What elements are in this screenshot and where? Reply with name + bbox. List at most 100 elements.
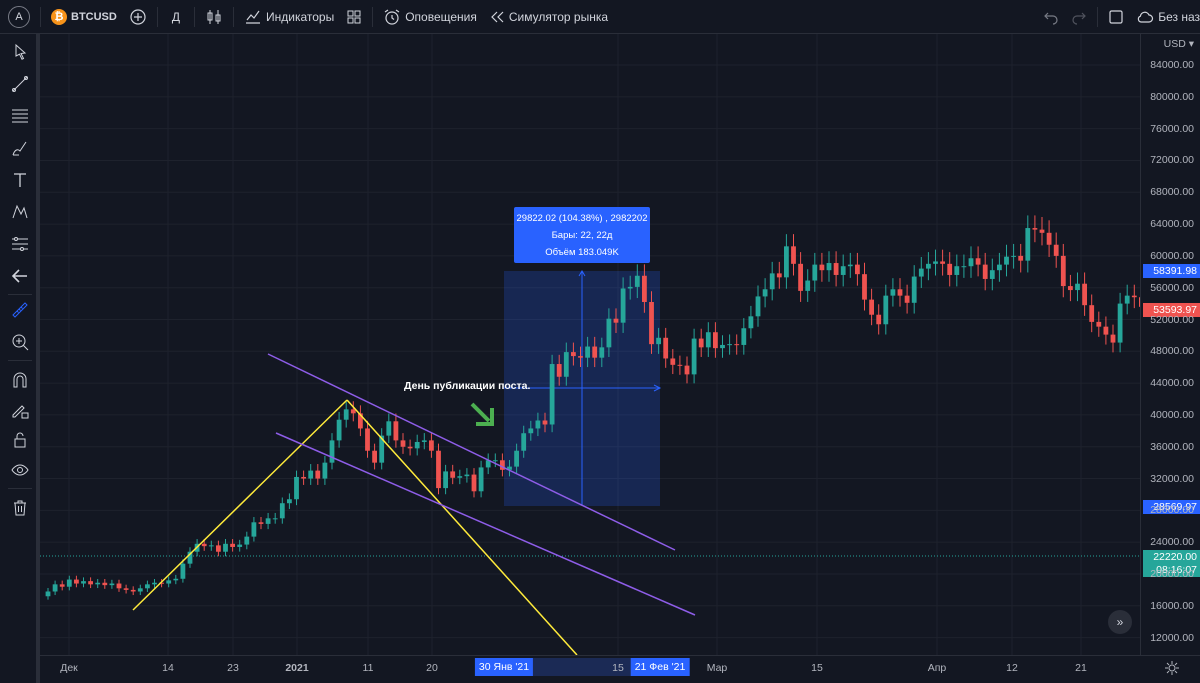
time-tick-label: 14 bbox=[162, 662, 174, 674]
green-arrow-icon bbox=[470, 402, 494, 426]
candle-body bbox=[812, 264, 818, 281]
ruler-tool[interactable] bbox=[6, 296, 34, 324]
last-price-tag: 53593.97 bbox=[1143, 303, 1200, 317]
fullscreen-button[interactable] bbox=[1102, 0, 1130, 34]
brush-tool[interactable] bbox=[6, 134, 34, 162]
candle-body bbox=[819, 264, 825, 271]
trash-icon bbox=[14, 500, 26, 516]
candle-body bbox=[1103, 326, 1109, 335]
candle-body bbox=[1018, 255, 1024, 261]
candle-body bbox=[606, 318, 612, 348]
candle-body bbox=[1032, 228, 1038, 230]
settings-gear-icon[interactable] bbox=[1164, 660, 1180, 676]
indicators-button[interactable]: Индикаторы bbox=[238, 0, 340, 34]
channel-lower-line[interactable] bbox=[275, 432, 696, 616]
candle-body bbox=[748, 316, 754, 329]
pattern-icon bbox=[12, 204, 28, 219]
lock-tool[interactable] bbox=[6, 426, 34, 454]
remove-drawings-tool[interactable] bbox=[6, 494, 34, 522]
candle-body bbox=[180, 563, 186, 579]
chart-annotation-text[interactable]: День публикации поста. bbox=[404, 380, 531, 392]
trendline-tool[interactable] bbox=[6, 70, 34, 98]
candle-body bbox=[833, 263, 839, 275]
candle-body bbox=[372, 450, 377, 463]
lock-drawings-tool[interactable] bbox=[6, 396, 34, 424]
scroll-to-realtime-button[interactable]: » bbox=[1108, 610, 1132, 634]
candle-body bbox=[535, 420, 541, 429]
candle-body bbox=[713, 332, 718, 349]
candle-body bbox=[691, 338, 697, 375]
candle-body bbox=[230, 543, 235, 547]
text-tool[interactable] bbox=[6, 166, 34, 194]
candle-body bbox=[421, 440, 427, 442]
replay-button[interactable]: Симулятор рынка bbox=[483, 0, 614, 34]
candle-body bbox=[769, 273, 775, 290]
candles-icon bbox=[207, 9, 221, 24]
candle-body bbox=[1139, 297, 1140, 307]
undo-button[interactable] bbox=[1037, 0, 1065, 34]
cursor-tool[interactable] bbox=[6, 38, 34, 66]
bitcoin-icon: ₿ bbox=[51, 8, 67, 25]
candle-body bbox=[720, 344, 725, 349]
trendline-up[interactable] bbox=[132, 399, 348, 611]
toolbar-divider bbox=[8, 360, 32, 361]
candle-body bbox=[798, 263, 803, 291]
arrow-left-icon bbox=[11, 269, 27, 283]
zoom-tool[interactable] bbox=[6, 328, 34, 356]
candle-body bbox=[436, 450, 441, 489]
price-tick-label: 80000.00 bbox=[1150, 90, 1194, 103]
candle-body bbox=[698, 338, 704, 348]
price-axis[interactable]: USD ▾ 58391.98 53593.97 28569.97 22220.0… bbox=[1140, 34, 1200, 655]
user-avatar[interactable]: A bbox=[8, 5, 30, 28]
chart-type-button[interactable] bbox=[199, 0, 229, 34]
candle-body bbox=[982, 264, 988, 279]
magnet-tool[interactable] bbox=[6, 366, 34, 394]
range-bottom-price-tag: 28569.97 bbox=[1143, 500, 1200, 514]
candle-body bbox=[279, 503, 285, 519]
symbol-search-button[interactable]: ₿ BTCUSD bbox=[45, 0, 123, 34]
candle-body bbox=[485, 460, 491, 468]
layouts-button[interactable] bbox=[340, 0, 368, 34]
candle-body bbox=[1131, 295, 1137, 298]
candle-body bbox=[507, 466, 512, 470]
price-tick-label: 28000.00 bbox=[1150, 504, 1194, 517]
candle-body bbox=[997, 264, 1002, 271]
time-tick-label: 2021 bbox=[285, 662, 309, 674]
candle-body bbox=[762, 289, 768, 297]
bar-countdown-tag: 08:16:07 bbox=[1143, 563, 1200, 577]
toolbar-divider bbox=[372, 6, 374, 27]
range-arrow-right bbox=[653, 384, 662, 392]
alerts-button[interactable]: Оповещения bbox=[377, 0, 483, 34]
channel-upper-line[interactable] bbox=[267, 353, 676, 551]
time-axis[interactable]: 30 Янв '21 21 Фев '21 Дек 14 23 2021 11 20 15 М… bbox=[40, 655, 1200, 683]
interval-button[interactable]: Д bbox=[162, 0, 190, 34]
prediction-tool[interactable] bbox=[6, 230, 34, 258]
trendline-icon bbox=[12, 76, 28, 92]
candle-body bbox=[599, 347, 605, 358]
candle-body bbox=[649, 302, 654, 345]
candle-body bbox=[791, 246, 796, 264]
redo-button[interactable] bbox=[1065, 0, 1093, 34]
pattern-tool[interactable] bbox=[6, 198, 34, 226]
fib-tool[interactable] bbox=[6, 102, 34, 130]
square-icon bbox=[1109, 9, 1123, 24]
price-tick-label: 72000.00 bbox=[1150, 154, 1194, 167]
alarm-clock-icon bbox=[384, 9, 400, 25]
back-tool[interactable] bbox=[6, 262, 34, 290]
price-tick-label: 20000.00 bbox=[1150, 567, 1194, 580]
candle-body bbox=[542, 420, 548, 425]
candle-body bbox=[876, 314, 882, 325]
candle-body bbox=[741, 328, 747, 345]
candle-body bbox=[670, 358, 676, 365]
ruler-icon bbox=[12, 302, 28, 318]
compare-button[interactable] bbox=[123, 0, 153, 34]
save-layout-button[interactable]: Без наз bbox=[1130, 0, 1200, 34]
currency-selector[interactable]: USD ▾ bbox=[1163, 38, 1194, 50]
symbol-label: BTCUSD bbox=[71, 10, 117, 23]
price-chart[interactable] bbox=[40, 34, 1140, 655]
candle-body bbox=[294, 476, 299, 500]
measure-change: 29822.02 (104.38%) , 2982202 bbox=[516, 213, 648, 224]
time-range-highlight bbox=[504, 658, 660, 676]
hide-drawings-tool[interactable] bbox=[6, 456, 34, 484]
trendline-down[interactable] bbox=[346, 399, 578, 655]
